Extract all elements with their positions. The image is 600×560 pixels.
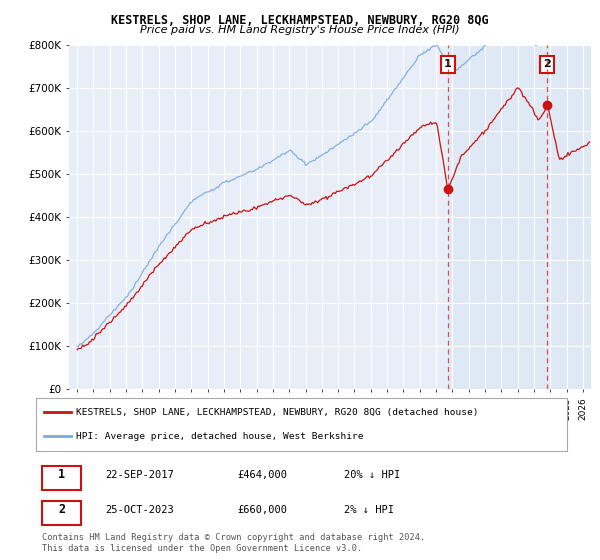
- FancyBboxPatch shape: [43, 466, 80, 490]
- Bar: [448, 45, 591, 389]
- Text: 25-OCT-2023: 25-OCT-2023: [105, 505, 174, 515]
- Text: 2: 2: [543, 59, 551, 69]
- Text: 1: 1: [58, 468, 65, 481]
- Text: £660,000: £660,000: [238, 505, 288, 515]
- Text: KESTRELS, SHOP LANE, LECKHAMPSTEAD, NEWBURY, RG20 8QG (detached house): KESTRELS, SHOP LANE, LECKHAMPSTEAD, NEWB…: [76, 408, 478, 417]
- Text: 2% ↓ HPI: 2% ↓ HPI: [344, 505, 394, 515]
- Text: £464,000: £464,000: [238, 470, 288, 479]
- Text: 20% ↓ HPI: 20% ↓ HPI: [344, 470, 400, 479]
- Text: HPI: Average price, detached house, West Berkshire: HPI: Average price, detached house, West…: [76, 432, 364, 441]
- FancyBboxPatch shape: [43, 501, 80, 525]
- Text: KESTRELS, SHOP LANE, LECKHAMPSTEAD, NEWBURY, RG20 8QG: KESTRELS, SHOP LANE, LECKHAMPSTEAD, NEWB…: [111, 14, 489, 27]
- Text: Contains HM Land Registry data © Crown copyright and database right 2024.
This d: Contains HM Land Registry data © Crown c…: [42, 533, 425, 553]
- Text: 22-SEP-2017: 22-SEP-2017: [105, 470, 174, 479]
- Text: 1: 1: [444, 59, 452, 69]
- Text: Price paid vs. HM Land Registry's House Price Index (HPI): Price paid vs. HM Land Registry's House …: [140, 25, 460, 35]
- Text: 2: 2: [58, 503, 65, 516]
